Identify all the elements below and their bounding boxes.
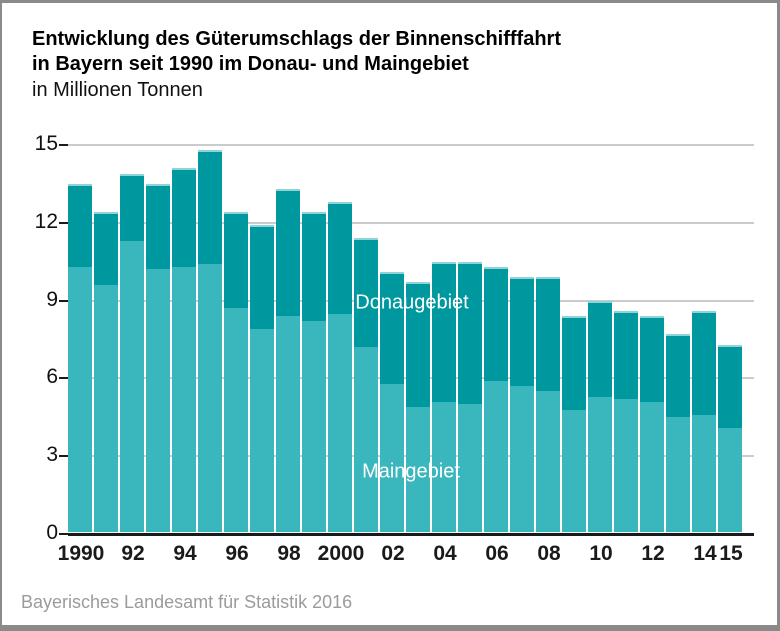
bar-segment-donaugebiet-2013 (666, 334, 690, 418)
bar-segment-donaugebiet-2004 (432, 261, 456, 402)
bar-segment-maingebiet-2009 (562, 409, 586, 534)
chart-title-line1: Entwicklung des Güterumschlags der Binne… (32, 28, 561, 50)
y-tick-9 (59, 299, 68, 302)
x-axis-label-1990: 1990 (57, 542, 105, 565)
chart-unit-subtitle: in Millionen Tonnen (32, 79, 203, 101)
bar-segment-maingebiet-2014 (692, 414, 716, 534)
y-axis-label-3: 3 (46, 443, 58, 467)
y-axis-label-6: 6 (46, 365, 58, 389)
bar-segment-maingebiet-1992 (120, 240, 144, 534)
x-axis-label-2012: 12 (641, 542, 665, 565)
bar-segment-donaugebiet-2002 (380, 272, 404, 384)
bar-segment-maingebiet-1998 (276, 316, 300, 534)
bar-segment-maingebiet-1993 (146, 269, 170, 534)
x-axis-label-2008: 08 (537, 542, 561, 565)
chart-title-line2: in Bayern seit 1990 im Donau- und Mainge… (32, 53, 469, 75)
x-axis-label-2000: 2000 (317, 542, 365, 565)
gridline-15 (68, 144, 754, 146)
bar-segment-donaugebiet-2007 (510, 277, 534, 387)
bar-segment-maingebiet-1991 (94, 285, 118, 534)
bar-segment-maingebiet-1995 (198, 264, 222, 534)
bar-segment-donaugebiet-1993 (146, 183, 170, 270)
bar-segment-donaugebiet-1998 (276, 189, 300, 317)
bar-segment-maingebiet-2011 (614, 399, 638, 534)
y-axis-label-9: 9 (46, 287, 58, 311)
bar-segment-donaugebiet-2014 (692, 311, 716, 415)
plot-area: 1990 92 94 96 98 2000 02 04 06 08 10 12 14 15 0 3 6 9 12 1… (35, 132, 754, 565)
bar-segment-maingebiet-1996 (224, 308, 248, 534)
bar-segment-maingebiet-1999 (302, 321, 326, 534)
bar-segment-maingebiet-2004 (432, 401, 456, 534)
bar-segment-maingebiet-1997 (250, 329, 274, 534)
bar-segment-donaugebiet-2008 (536, 277, 560, 392)
y-axis-label-12: 12 (34, 209, 58, 233)
y-tick-3 (59, 455, 68, 458)
bar-segment-donaugebiet-1992 (120, 173, 144, 241)
bar-segment-maingebiet-2015 (718, 427, 742, 534)
x-axis-label-1994: 94 (173, 542, 197, 565)
bar-segment-donaugebiet-2011 (614, 310, 638, 400)
series-label-maingebiet: Maingebiet (362, 460, 460, 483)
x-axis-label-1998: 98 (277, 542, 301, 565)
bar-segment-donaugebiet-2005 (458, 261, 482, 405)
bar-segment-donaugebiet-2001 (354, 238, 378, 348)
x-axis-label-2014: 14 (693, 542, 717, 565)
bar-segment-maingebiet-2006 (484, 381, 508, 534)
bar-segment-maingebiet-2003 (406, 406, 430, 534)
bar-segment-maingebiet-2012 (640, 401, 664, 534)
bar-segment-donaugebiet-1997 (250, 225, 274, 330)
y-tick-12 (59, 221, 68, 224)
bar-segment-maingebiet-1994 (172, 266, 196, 534)
x-axis-label-1992: 92 (121, 542, 145, 565)
bar-segment-donaugebiet-2012 (640, 316, 664, 402)
bar-segment-donaugebiet-2015 (718, 344, 742, 428)
x-axis-line (68, 533, 754, 536)
x-axis-label-2002: 02 (381, 542, 405, 565)
bar-segment-maingebiet-2007 (510, 386, 534, 534)
bar-segment-donaugebiet-2003 (406, 282, 430, 407)
bar-segment-donaugebiet-2000 (328, 202, 352, 314)
series-label-donaugebiet: Donaugebiet (355, 291, 469, 314)
x-axis-label-1996: 96 (225, 542, 249, 565)
y-axis-label-15: 15 (34, 132, 58, 155)
x-axis-label-2006: 06 (485, 542, 509, 565)
y-tick-15 (59, 144, 68, 146)
bar-segment-donaugebiet-1999 (302, 212, 326, 322)
bar-segment-donaugebiet-1994 (172, 168, 196, 267)
bar-segment-maingebiet-2010 (588, 396, 612, 534)
bar-segment-maingebiet-2013 (666, 417, 690, 534)
source-caption: Bayerisches Landesamt für Statistik 2016 (21, 592, 353, 612)
bar-segment-maingebiet-2001 (354, 347, 378, 534)
x-axis-label-2010: 10 (589, 542, 613, 565)
gridline-12 (68, 221, 754, 224)
bar-segment-donaugebiet-1991 (94, 212, 118, 286)
y-tick-6 (59, 377, 68, 380)
bar-segment-donaugebiet-2006 (484, 266, 508, 381)
bar-segment-donaugebiet-1996 (224, 212, 248, 309)
y-tick-0 (59, 533, 68, 535)
y-axis-label-0: 0 (46, 521, 58, 544)
bar-segment-donaugebiet-2009 (562, 316, 586, 410)
x-axis-label-2015: 15 (719, 542, 743, 565)
bar-segment-maingebiet-1990 (68, 266, 92, 534)
bar-segment-maingebiet-2002 (380, 383, 404, 534)
title-block: Entwicklung des Güterumschlags der Binne… (32, 27, 561, 103)
bar-segment-donaugebiet-2010 (588, 300, 612, 397)
bar-segment-maingebiet-2008 (536, 391, 560, 534)
x-axis-label-2004: 04 (433, 542, 457, 565)
bar-segment-maingebiet-2000 (328, 313, 352, 534)
bar-segment-donaugebiet-1995 (198, 150, 222, 265)
bar-segment-donaugebiet-1990 (68, 183, 92, 267)
bar-segment-maingebiet-2005 (458, 404, 482, 534)
